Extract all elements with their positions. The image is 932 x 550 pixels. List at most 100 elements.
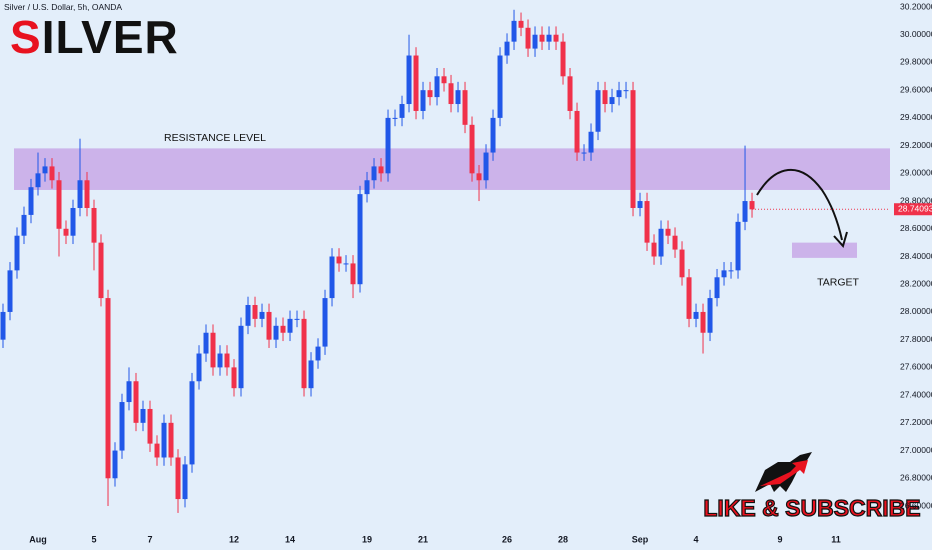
- y-tick-label: 27.40000: [900, 389, 932, 399]
- candle-body: [56, 180, 62, 229]
- candle-body: [651, 242, 657, 257]
- candle-body: [14, 235, 20, 271]
- x-tick-label: 21: [418, 534, 428, 544]
- candle-body: [133, 381, 139, 423]
- candle-body: [175, 457, 181, 500]
- candle-body: [609, 97, 615, 105]
- y-tick-label: 29.00000: [900, 168, 932, 178]
- candle-body: [91, 207, 97, 243]
- x-tick-label: 26: [502, 534, 512, 544]
- zone: [792, 242, 857, 258]
- candle-body: [63, 228, 69, 236]
- candle-body: [749, 201, 755, 210]
- candle-body: [441, 76, 447, 84]
- y-tick-label: 28.80000: [900, 195, 932, 205]
- candle-body: [21, 214, 27, 236]
- candle-body: [329, 256, 335, 299]
- candle-body: [595, 90, 601, 132]
- zone-label: TARGET: [817, 277, 859, 289]
- candle-body: [700, 311, 706, 333]
- candle-body: [77, 180, 83, 208]
- arrow: [756, 169, 843, 241]
- candle-body: [98, 242, 104, 299]
- candle-body: [42, 166, 48, 174]
- candle-body: [252, 305, 258, 319]
- y-tick-label: 27.60000: [900, 362, 932, 372]
- candle-body: [560, 41, 566, 77]
- candle-body: [196, 353, 202, 382]
- candle-body: [420, 90, 426, 111]
- candle-body: [616, 90, 622, 98]
- candle-body: [105, 298, 111, 479]
- last-price-tag: [894, 203, 932, 216]
- candle-body: [539, 34, 545, 42]
- candle-body: [658, 228, 664, 257]
- candle-body: [532, 34, 538, 49]
- candle-body: [735, 221, 741, 271]
- y-tick-label: 29.20000: [900, 140, 932, 150]
- candle-body: [182, 464, 188, 500]
- y-tick-label: 28.00000: [900, 306, 932, 316]
- subscribe-text: LIKE & SUBSCRIBE: [703, 495, 920, 521]
- candle-body: [343, 263, 349, 265]
- candle-body: [679, 249, 685, 278]
- chart-title: SILVER: [10, 11, 179, 63]
- x-tick-label: Aug: [29, 534, 47, 544]
- y-tick-label: 29.60000: [900, 84, 932, 94]
- candle-body: [119, 402, 125, 451]
- x-tick-label: 28: [558, 534, 568, 544]
- candle-body: [168, 422, 174, 458]
- candle-body: [364, 180, 370, 195]
- candle-body: [385, 117, 391, 174]
- candle-body: [476, 173, 482, 181]
- candle-body: [0, 311, 6, 340]
- candle-body: [504, 41, 510, 56]
- candle-body: [189, 381, 195, 465]
- x-tick-label: 7: [148, 534, 153, 544]
- candle-body: [588, 131, 594, 153]
- y-tick-label: 30.20000: [900, 1, 932, 11]
- candle-body: [434, 76, 440, 98]
- candle-body: [602, 90, 608, 105]
- candle-body: [490, 117, 496, 153]
- candle-body: [287, 318, 293, 333]
- candle-body: [112, 450, 118, 479]
- x-tick-label: 5: [92, 534, 97, 544]
- candle-body: [462, 90, 468, 125]
- y-tick-label: 29.80000: [900, 57, 932, 67]
- candle-body: [406, 55, 412, 105]
- y-tick-label: 28.20000: [900, 278, 932, 288]
- candle-body: [455, 90, 461, 105]
- candle-body: [483, 152, 489, 181]
- candle-body: [511, 20, 517, 42]
- x-tick-label: 9: [778, 534, 783, 544]
- y-tick-label: 30.00000: [900, 29, 932, 39]
- candle-body: [350, 263, 356, 285]
- y-tick-label: 28.60000: [900, 223, 932, 233]
- candle-body: [322, 298, 328, 347]
- candle-body: [518, 20, 524, 28]
- y-tick-label: 26.80000: [900, 473, 932, 483]
- last-price-label: 28.74093: [898, 203, 932, 213]
- candle-body: [581, 152, 587, 154]
- candle-body: [259, 311, 265, 319]
- x-tick-label: 4: [694, 534, 699, 544]
- candle-body: [126, 381, 132, 403]
- candle-body: [294, 318, 300, 320]
- candle-body: [574, 110, 580, 153]
- candle-body: [140, 408, 146, 423]
- candle-body: [525, 27, 531, 49]
- candle-body: [721, 270, 727, 278]
- candle-body: [217, 353, 223, 368]
- bull-icon: [755, 452, 812, 492]
- candle-body: [371, 166, 377, 181]
- candle-body: [238, 325, 244, 389]
- candle-body: [70, 207, 76, 236]
- candle-body: [308, 360, 314, 389]
- candle-body: [210, 332, 216, 368]
- subtitle: Silver / U.S. Dollar, 5h, OANDA: [4, 2, 123, 12]
- candle-body: [49, 166, 55, 181]
- candle-body: [266, 311, 272, 340]
- candle-body: [693, 311, 699, 319]
- x-tick-label: 12: [229, 534, 239, 544]
